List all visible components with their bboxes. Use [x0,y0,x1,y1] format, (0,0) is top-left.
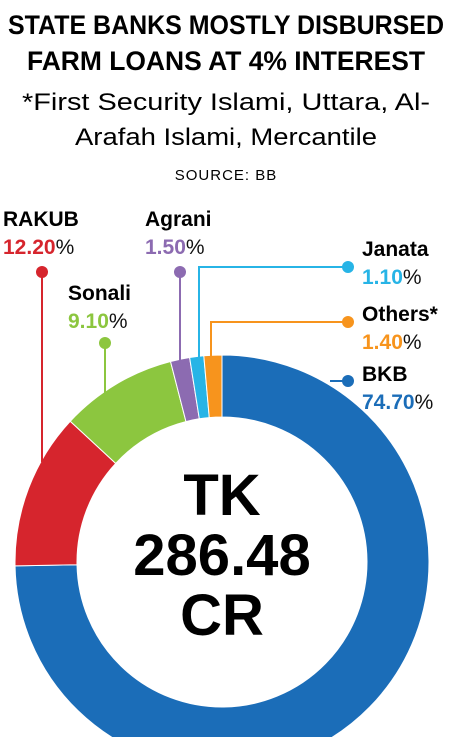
leader-dot [174,266,186,278]
unit-label: % [415,391,434,414]
unit-label: % [56,236,75,259]
center-label: TK [183,463,260,528]
value-label-group: 1.40% [362,331,422,354]
value-label-group: 1.50% [145,236,205,259]
value-label-group: 12.20% [3,236,74,259]
unit-label: % [109,310,128,333]
center-label: 286.48 [133,523,310,588]
leader-dot [99,337,111,349]
category-label: Sonali [68,282,131,305]
leader-line [210,321,348,358]
leader-dot [36,266,48,278]
subtitle: Arafah Islami, Mercantile [75,124,377,151]
value-label-group: 74.70% [362,391,433,414]
leader-dot [342,261,354,273]
value-label-group: 1.10% [362,266,422,289]
value-label-group: 9.10% [68,310,128,333]
unit-label: % [403,331,422,354]
center-label: CR [180,583,264,648]
category-label: Others* [362,303,439,326]
value-label: 74.70 [362,391,415,414]
category-label: Agrani [145,208,212,231]
subtitle: *First Security Islami, Uttara, Al- [22,89,430,116]
category-label: BKB [362,363,408,386]
value-label: 1.10 [362,266,403,289]
chart-title: STATE BANKS MOSTLY DISBURSED [8,10,444,40]
category-label: RAKUB [3,208,79,231]
chart-title: FARM LOANS AT 4% INTEREST [27,46,425,76]
value-label: 9.10 [68,310,109,333]
donut-segment [14,354,430,737]
category-label: Janata [362,238,429,261]
value-label: 1.40 [362,331,403,354]
unit-label: % [186,236,205,259]
source: SOURCE: BB [175,167,278,184]
value-label: 1.50 [145,236,186,259]
leader-line [198,266,348,360]
value-label: 12.20 [3,236,56,259]
leader-dot [342,375,354,387]
unit-label: % [403,266,422,289]
leader-dot [342,316,354,328]
donut-segment [203,354,223,419]
